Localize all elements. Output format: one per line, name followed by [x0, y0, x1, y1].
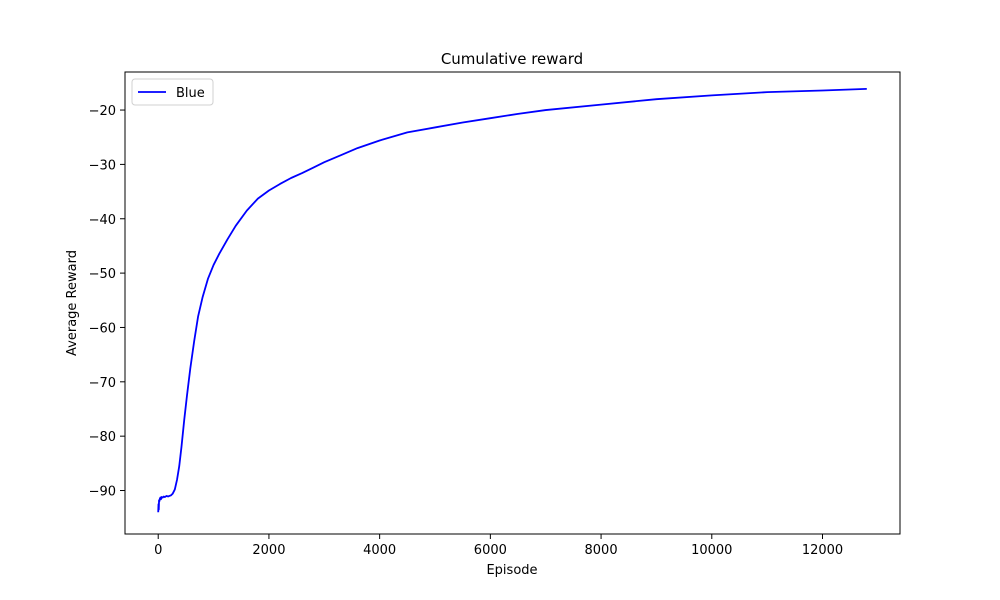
x-axis: 0 2000 4000 6000 8000 10000 12000	[154, 534, 843, 558]
series-line-blue	[157, 87, 867, 513]
y-tick-label: −80	[89, 430, 116, 445]
legend: Blue	[131, 78, 214, 106]
y-tick-label: −30	[89, 158, 116, 173]
x-tick-label: 8000	[585, 543, 618, 558]
x-tick-label: 0	[154, 543, 162, 558]
legend-box	[131, 78, 214, 106]
y-tick-label: −20	[89, 104, 116, 119]
legend-label: Blue	[176, 86, 205, 101]
plot-area	[157, 87, 867, 513]
y-tick-label: −90	[89, 485, 116, 500]
y-axis-label: Average Reward	[65, 250, 80, 356]
plot-frame	[124, 71, 901, 535]
y-tick-label: −60	[89, 321, 116, 336]
y-tick-label: −40	[89, 213, 116, 228]
x-tick-label: 2000	[252, 543, 285, 558]
y-tick-label: −50	[89, 267, 116, 282]
x-axis-label: Episode	[486, 563, 537, 578]
y-tick-label: −70	[89, 376, 116, 391]
x-tick-label: 12000	[802, 543, 843, 558]
chart-title: Cumulative reward	[441, 50, 583, 68]
x-tick-label: 4000	[363, 543, 396, 558]
x-tick-label: 6000	[474, 543, 507, 558]
x-tick-label: 10000	[691, 543, 732, 558]
y-axis: −90 −80 −70 −60 −50 −40 −30 −20	[89, 104, 125, 500]
